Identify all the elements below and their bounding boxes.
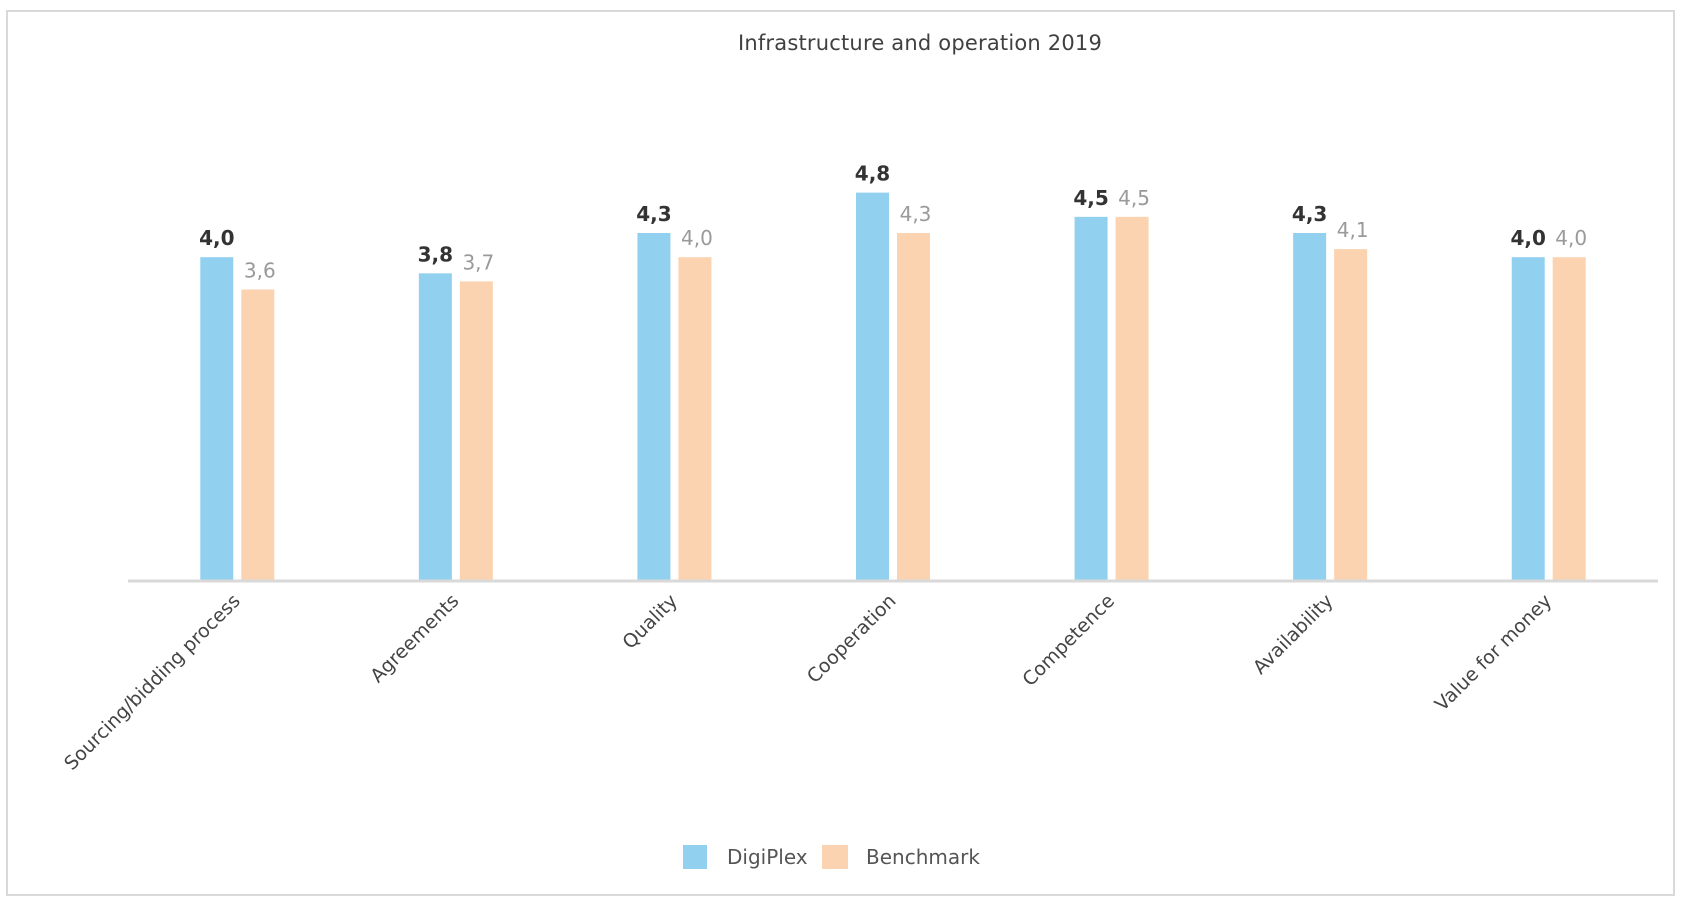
legend-swatch-benchmark	[822, 845, 848, 869]
value-label-digiplex-sourcing-bidding-process: 4,0	[199, 226, 234, 250]
legend-swatch-digiplex	[683, 845, 707, 869]
chart-frame	[6, 10, 1675, 896]
x-tick-label-agreements: Agreements	[366, 590, 463, 687]
legend-item-digiplex[interactable]: DigiPlex	[683, 845, 808, 869]
x-tick-labels: Sourcing/bidding process Agreements Qualit…	[60, 590, 1556, 775]
value-label-digiplex-competence: 4,5	[1073, 186, 1108, 210]
legend-label-digiplex: DigiPlex	[727, 845, 808, 869]
bar-digiplex-competence	[1074, 216, 1108, 580]
value-label-benchmark-agreements: 3,7	[462, 250, 494, 274]
x-tick-label-value-for-money: Value for money	[1431, 590, 1557, 716]
value-label-benchmark-competence: 4,5	[1118, 186, 1150, 210]
bar-benchmark-value-for-money	[1552, 257, 1586, 580]
value-label-benchmark-quality: 4,0	[681, 226, 713, 250]
value-label-digiplex-availability: 4,3	[1292, 202, 1327, 226]
value-label-benchmark-cooperation: 4,3	[900, 202, 932, 226]
legend-label-benchmark: Benchmark	[866, 845, 980, 869]
legend-item-benchmark[interactable]: Benchmark	[822, 845, 980, 869]
value-labels-group: 4,0 3,6 3,8 3,7 4,3 4,0 4,8 4,3 4,5 4,5 4,3 4,1 4,0 4…	[199, 162, 1587, 283]
x-tick-label-cooperation: Cooperation	[803, 590, 901, 688]
value-label-benchmark-sourcing-bidding-process: 3,6	[244, 258, 276, 282]
legend: DigiPlex Benchmark	[683, 845, 980, 869]
x-tick-label-competence: Competence	[1018, 590, 1119, 691]
bar-digiplex-sourcing-bidding-process	[200, 257, 234, 580]
bar-digiplex-cooperation	[856, 192, 889, 580]
x-tick-label-quality: Quality	[618, 590, 682, 654]
bar-digiplex-availability	[1293, 232, 1327, 581]
bar-benchmark-agreements	[459, 281, 493, 580]
bar-digiplex-value-for-money	[1511, 257, 1545, 580]
bar-digiplex-quality	[637, 232, 671, 581]
chart-title: Infrastructure and operation 2019	[738, 31, 1102, 55]
bars-group	[200, 192, 1586, 581]
bar-benchmark-competence	[1115, 216, 1149, 580]
value-label-digiplex-cooperation: 4,8	[855, 162, 890, 186]
bar-benchmark-sourcing-bidding-process	[241, 289, 275, 580]
value-label-benchmark-value-for-money: 4,0	[1555, 226, 1587, 250]
bar-digiplex-agreements	[418, 273, 452, 580]
value-label-benchmark-availability: 4,1	[1337, 218, 1369, 242]
value-label-digiplex-quality: 4,3	[636, 202, 671, 226]
value-label-digiplex-value-for-money: 4,0	[1510, 226, 1545, 250]
bar-benchmark-availability	[1334, 249, 1368, 580]
value-label-digiplex-agreements: 3,8	[418, 242, 453, 266]
bar-benchmark-quality	[678, 257, 712, 580]
bar-benchmark-cooperation	[897, 232, 930, 581]
x-tick-label-sourcing-bidding-process: Sourcing/bidding process	[60, 590, 245, 775]
x-tick-label-availability: Availability	[1249, 590, 1338, 679]
